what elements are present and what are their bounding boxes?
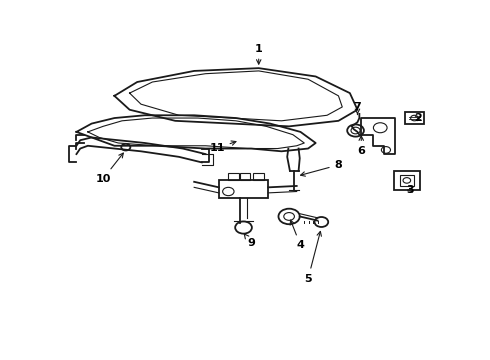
Text: 5: 5 <box>304 231 321 284</box>
Text: 3: 3 <box>407 185 415 195</box>
Text: 1: 1 <box>255 44 263 64</box>
Text: 11: 11 <box>209 141 236 153</box>
Text: 9: 9 <box>245 234 255 248</box>
Text: 10: 10 <box>96 153 123 184</box>
Text: 7: 7 <box>354 102 361 114</box>
Text: 4: 4 <box>290 220 304 250</box>
Text: 6: 6 <box>357 136 365 156</box>
Text: 2: 2 <box>415 113 422 123</box>
Text: 8: 8 <box>300 160 343 176</box>
